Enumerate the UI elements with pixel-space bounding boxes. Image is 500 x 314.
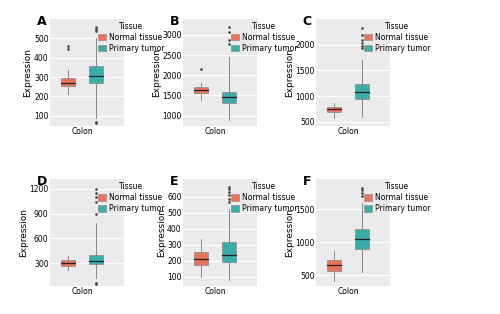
- Bar: [222, 92, 236, 103]
- Bar: [328, 260, 341, 271]
- Bar: [328, 106, 341, 112]
- Y-axis label: Expression: Expression: [24, 48, 32, 97]
- Legend: Normal tissue, Primary tumor: Normal tissue, Primary tumor: [363, 181, 432, 214]
- Y-axis label: Expression: Expression: [152, 48, 161, 97]
- Bar: [355, 84, 369, 99]
- Bar: [194, 252, 208, 265]
- Text: B: B: [170, 14, 179, 28]
- Legend: Normal tissue, Primary tumor: Normal tissue, Primary tumor: [96, 181, 166, 214]
- Bar: [355, 229, 369, 249]
- Y-axis label: Expression: Expression: [156, 208, 166, 257]
- Text: D: D: [36, 175, 47, 188]
- Y-axis label: Expression: Expression: [19, 208, 28, 257]
- Text: F: F: [303, 175, 312, 188]
- Legend: Normal tissue, Primary tumor: Normal tissue, Primary tumor: [96, 20, 166, 54]
- Y-axis label: Expression: Expression: [285, 208, 294, 257]
- Y-axis label: Expression: Expression: [285, 48, 294, 97]
- Text: C: C: [303, 14, 312, 28]
- Text: E: E: [170, 175, 178, 188]
- Legend: Normal tissue, Primary tumor: Normal tissue, Primary tumor: [230, 181, 299, 214]
- Bar: [62, 260, 75, 266]
- Bar: [62, 78, 75, 86]
- Bar: [89, 255, 102, 264]
- Legend: Normal tissue, Primary tumor: Normal tissue, Primary tumor: [363, 20, 432, 54]
- Bar: [89, 66, 102, 83]
- Text: A: A: [36, 14, 46, 28]
- Bar: [222, 242, 236, 262]
- Bar: [194, 87, 208, 93]
- Legend: Normal tissue, Primary tumor: Normal tissue, Primary tumor: [230, 20, 299, 54]
